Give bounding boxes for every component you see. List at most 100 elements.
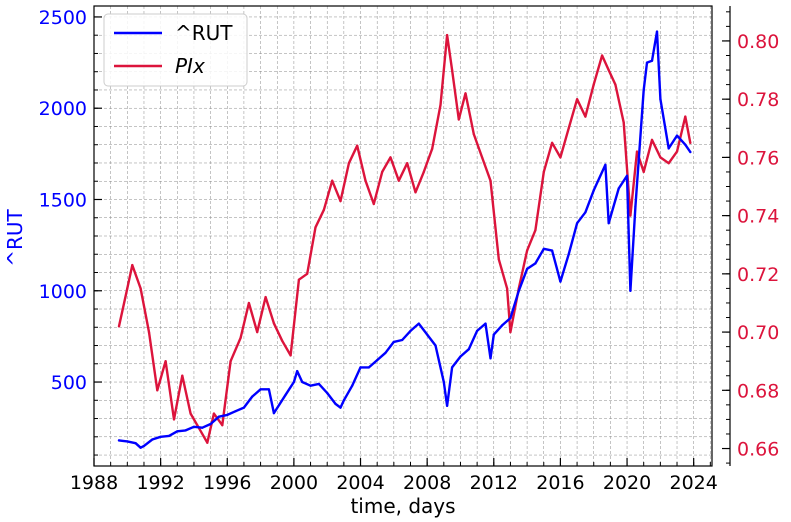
data-point-rut: [645, 61, 649, 64]
data-point-plx: [406, 162, 409, 165]
data-point-rut: [559, 280, 562, 283]
series-line-rut: [117, 30, 692, 449]
data-point-plx: [675, 150, 679, 153]
data-point-rut: [409, 329, 412, 332]
data-point-plx: [347, 162, 350, 165]
data-point-rut: [467, 348, 470, 351]
data-point-plx: [439, 103, 442, 107]
data-point-plx: [147, 331, 151, 334]
data-point-rut: [675, 134, 679, 137]
data-point-plx: [247, 301, 250, 305]
data-point-rut: [509, 317, 512, 320]
data-point-rut: [339, 406, 342, 409]
data-point-plx: [281, 339, 284, 342]
y-right-tick-label: 0.74: [737, 206, 779, 228]
y-left-tick-label: 500: [51, 372, 87, 394]
data-point-rut: [476, 329, 479, 332]
y-right-tick-label: 0.80: [737, 31, 779, 53]
data-point-plx: [389, 156, 392, 159]
data-point-rut: [584, 211, 587, 214]
data-point-rut: [451, 366, 454, 369]
data-point-plx: [196, 424, 199, 427]
data-point-plx: [629, 214, 632, 217]
data-point-plx: [221, 424, 224, 427]
data-point-rut: [517, 289, 520, 292]
data-point-plx: [239, 336, 242, 339]
data-point-plx: [206, 441, 209, 444]
data-point-rut: [655, 30, 659, 33]
y-right-tick-label: 0.72: [737, 264, 779, 286]
data-point-rut: [234, 410, 237, 413]
data-point-rut: [492, 333, 495, 336]
data-point-rut: [259, 388, 262, 391]
y-right-tick-label: 0.66: [737, 439, 779, 461]
data-point-rut: [117, 439, 121, 442]
data-point-rut: [126, 440, 129, 443]
data-point-plx: [509, 331, 512, 334]
data-point-rut: [551, 249, 554, 252]
x-tick-label: 2000: [270, 472, 318, 494]
data-point-rut: [489, 357, 492, 360]
data-point-rut: [284, 393, 287, 396]
data-point-rut: [592, 189, 595, 192]
data-point-rut: [376, 359, 379, 362]
data-point-plx: [542, 170, 545, 173]
data-point-rut: [392, 340, 395, 343]
data-point-plx: [446, 34, 449, 37]
data-point-rut: [184, 429, 187, 432]
data-point-rut: [384, 351, 387, 354]
data-point-rut: [442, 380, 445, 384]
data-point-plx: [422, 170, 425, 173]
data-point-plx: [139, 287, 142, 290]
x-tick-label: 2008: [403, 472, 451, 494]
data-point-plx: [126, 287, 129, 290]
data-point-plx: [567, 127, 570, 130]
data-point-plx: [506, 287, 509, 290]
data-point-plx: [172, 418, 176, 421]
data-point-plx: [451, 69, 454, 72]
data-point-plx: [356, 144, 359, 147]
data-point-plx: [584, 115, 587, 118]
data-point-rut: [459, 355, 462, 358]
x-tick-label: 2004: [336, 472, 384, 494]
y-left-tick-label: 1500: [39, 189, 87, 211]
y-axis-label-left: ^RUT: [3, 208, 27, 266]
right-axis: 0.66 0.68 0.70 0.72 0.74 0.76 0.78 0.80: [722, 6, 779, 466]
data-point-plx: [472, 133, 475, 136]
data-point-rut: [642, 88, 645, 92]
data-point-plx: [559, 156, 562, 159]
data-point-plx: [229, 360, 232, 363]
data-point-plx: [489, 179, 492, 182]
data-point-plx: [339, 200, 342, 203]
data-point-plx: [607, 69, 610, 72]
y-left-tick-label: 1000: [39, 281, 87, 303]
data-point-plx: [642, 170, 645, 173]
data-point-rut: [526, 267, 529, 270]
data-point-rut: [667, 147, 670, 150]
x-tick-label: 2024: [669, 472, 717, 494]
data-point-rut: [534, 262, 537, 265]
data-point-rut: [159, 435, 162, 438]
data-point-rut: [267, 388, 270, 391]
data-point-rut: [272, 412, 275, 415]
x-tick-label: 2020: [603, 472, 651, 494]
data-point-plx: [314, 226, 317, 229]
data-point-rut: [139, 446, 142, 449]
data-point-rut: [317, 382, 320, 385]
data-point-rut: [142, 444, 146, 447]
data-point-plx: [414, 191, 417, 194]
data-point-rut: [151, 438, 154, 441]
ticks: 1988 1992 1996 2000 2004 2008 2012 2016 2020 2024…: [39, 7, 718, 494]
data-point-rut: [629, 289, 632, 292]
data-point-plx: [497, 258, 500, 261]
data-point-plx: [457, 118, 460, 121]
data-point-rut: [292, 380, 295, 384]
data-point-plx: [264, 296, 267, 299]
data-point-rut: [217, 415, 220, 418]
y-right-tick-label: 0.78: [737, 89, 779, 111]
series-layer: [117, 30, 692, 449]
data-point-rut: [334, 402, 337, 405]
data-point-plx: [322, 208, 325, 211]
data-point-plx: [372, 202, 375, 206]
